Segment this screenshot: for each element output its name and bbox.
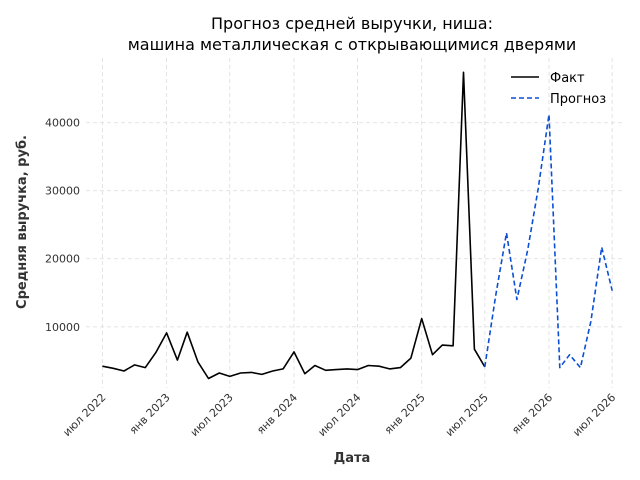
x-tick-label: янв 2024 bbox=[254, 391, 300, 437]
chart-title: Прогноз средней выручки, ниша: машина ме… bbox=[128, 14, 577, 54]
y-tick-label: 30000 bbox=[45, 185, 80, 198]
legend-label-forecast: Прогноз bbox=[550, 92, 606, 107]
series-lines bbox=[102, 71, 613, 380]
x-tick-label: июл 2022 bbox=[60, 391, 108, 439]
y-axis-ticks: 10000 20000 30000 40000 bbox=[45, 117, 80, 334]
legend-label-fact: Факт bbox=[550, 71, 585, 86]
x-tick-label: июл 2023 bbox=[188, 391, 236, 439]
y-axis-label: Средняя выручка, руб. bbox=[15, 135, 30, 309]
y-tick-label: 20000 bbox=[45, 253, 80, 266]
chart-title-line-1: Прогноз средней выручки, ниша: bbox=[211, 14, 493, 33]
chart-title-line-2: машина металлическая с открывающимися дв… bbox=[128, 35, 577, 54]
x-tick-label: июл 2026 bbox=[570, 391, 618, 439]
legend: Факт Прогноз bbox=[511, 71, 606, 107]
series-line-forecast bbox=[484, 113, 613, 369]
x-tick-label: янв 2026 bbox=[509, 391, 555, 437]
x-tick-label: июл 2024 bbox=[316, 391, 364, 439]
x-tick-label: янв 2023 bbox=[127, 391, 173, 437]
x-tick-label: июл 2025 bbox=[443, 391, 491, 439]
x-axis-label: Дата bbox=[334, 451, 371, 466]
y-tick-label: 40000 bbox=[45, 117, 80, 130]
grid bbox=[86, 58, 623, 388]
series-line-fact bbox=[102, 71, 486, 380]
y-tick-label: 10000 bbox=[45, 321, 80, 334]
x-tick-label: янв 2025 bbox=[382, 391, 428, 437]
x-axis-ticks: июл 2022 янв 2023 июл 2023 янв 2024 июл 2024… bbox=[60, 391, 618, 439]
